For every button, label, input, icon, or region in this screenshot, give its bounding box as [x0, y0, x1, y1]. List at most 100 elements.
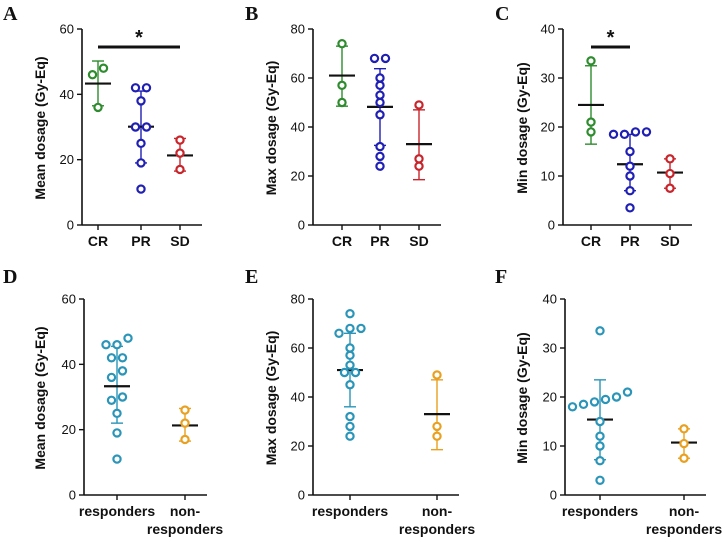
group-non-responders: [671, 424, 697, 463]
x-category-label-line: PR: [370, 233, 389, 249]
x-category-label-line: CR: [332, 233, 352, 249]
group-cr: [329, 39, 355, 108]
data-point: [141, 83, 152, 93]
x-category-label-line: PR: [131, 233, 150, 249]
y-tick-label: 0: [548, 218, 555, 233]
x-category-label: responders: [562, 503, 638, 519]
data-point: [375, 161, 385, 171]
panel-letter: C: [495, 3, 509, 25]
group-pr: [608, 127, 652, 213]
data-point: [625, 161, 635, 171]
x-category-label-line: SD: [409, 233, 428, 249]
group-cr: [85, 60, 111, 113]
data-point: [356, 323, 366, 334]
data-point: [334, 328, 344, 338]
data-point: [595, 456, 605, 466]
y-tick-label: 0: [550, 488, 557, 503]
group-pr: [367, 53, 393, 171]
data-point: [432, 370, 442, 380]
data-point: [586, 127, 596, 137]
x-category-label-line: responders: [646, 521, 722, 537]
x-category-label: non-responders: [646, 503, 722, 537]
data-point: [595, 475, 605, 485]
group-responders: [334, 309, 366, 441]
x-category-label-line: responders: [399, 521, 475, 537]
data-point: [611, 392, 622, 402]
x-category-label: CR: [88, 233, 108, 249]
y-tick-label: 20: [60, 152, 74, 167]
data-point: [112, 340, 122, 350]
y-tick-label: 20: [62, 422, 76, 437]
x-category-label: non-responders: [147, 503, 223, 537]
data-point: [625, 203, 635, 213]
data-point: [375, 110, 385, 120]
x-category-label-line: PR: [620, 233, 639, 249]
data-point: [136, 184, 146, 194]
data-point: [130, 83, 141, 93]
data-point: [375, 141, 385, 152]
data-point: [432, 421, 442, 432]
significance-label: *: [135, 27, 143, 49]
data-point: [622, 387, 633, 397]
data-point: [106, 353, 117, 363]
y-tick-label: 40: [543, 292, 557, 307]
group-non-responders: [172, 405, 198, 445]
data-point: [117, 353, 128, 363]
x-category-label: SD: [660, 233, 679, 249]
x-category-label: non-responders: [399, 503, 475, 537]
y-tick-label: 40: [291, 390, 305, 405]
data-point: [679, 453, 689, 463]
data-point: [665, 154, 675, 164]
data-point: [608, 129, 619, 140]
y-axis-title: Max dosage (Gy-Eq): [263, 331, 279, 466]
x-category-label: responders: [79, 503, 155, 519]
data-point: [175, 135, 185, 145]
data-point: [375, 90, 385, 100]
panel-letter: D: [3, 266, 17, 288]
data-point: [345, 411, 355, 422]
y-tick-label: 60: [291, 341, 305, 356]
data-point: [679, 438, 689, 449]
x-category-label: PR: [620, 233, 639, 249]
data-point: [93, 102, 103, 113]
panel-letter: E: [245, 266, 258, 288]
y-axis-title: Min dosage (Gy-Eq): [514, 62, 530, 193]
data-point: [112, 454, 122, 464]
data-point: [337, 39, 347, 49]
y-tick-label: 20: [291, 439, 305, 454]
data-point: [175, 164, 185, 175]
y-tick-label: 80: [291, 22, 305, 37]
data-point: [106, 395, 117, 405]
x-category-label: SD: [170, 233, 189, 249]
panel-letter: F: [495, 266, 507, 288]
panel-c: C 0 10 20 30 40 Min dosage (Gy-Eq) CR PR SD *: [495, 3, 692, 249]
y-tick-label: 20: [543, 390, 557, 405]
y-tick-label: 30: [541, 71, 555, 86]
data-point: [380, 53, 391, 64]
y-axis-title: Mean dosage (Gy-Eq): [32, 326, 48, 469]
data-point: [345, 431, 355, 441]
y-tick-label: 20: [541, 120, 555, 135]
group-non-responders: [424, 370, 450, 451]
data-point: [112, 428, 122, 438]
y-tick-label: 0: [69, 488, 76, 503]
data-point: [619, 129, 630, 140]
data-point: [112, 408, 122, 419]
significance-label: *: [607, 27, 615, 49]
y-tick-label: 0: [298, 488, 305, 503]
data-point: [595, 431, 605, 441]
x-category-label-line: non-: [170, 503, 201, 519]
y-tick-label: 10: [541, 169, 555, 184]
y-axis-title: Mean dosage (Gy-Eq): [32, 56, 48, 199]
data-point: [625, 171, 635, 181]
y-tick-label: 0: [298, 218, 305, 233]
group-sd: [657, 154, 683, 193]
data-point: [595, 326, 605, 336]
data-point: [595, 441, 605, 451]
data-point: [630, 127, 641, 137]
data-point: [87, 70, 98, 80]
group-sd: [167, 135, 193, 175]
